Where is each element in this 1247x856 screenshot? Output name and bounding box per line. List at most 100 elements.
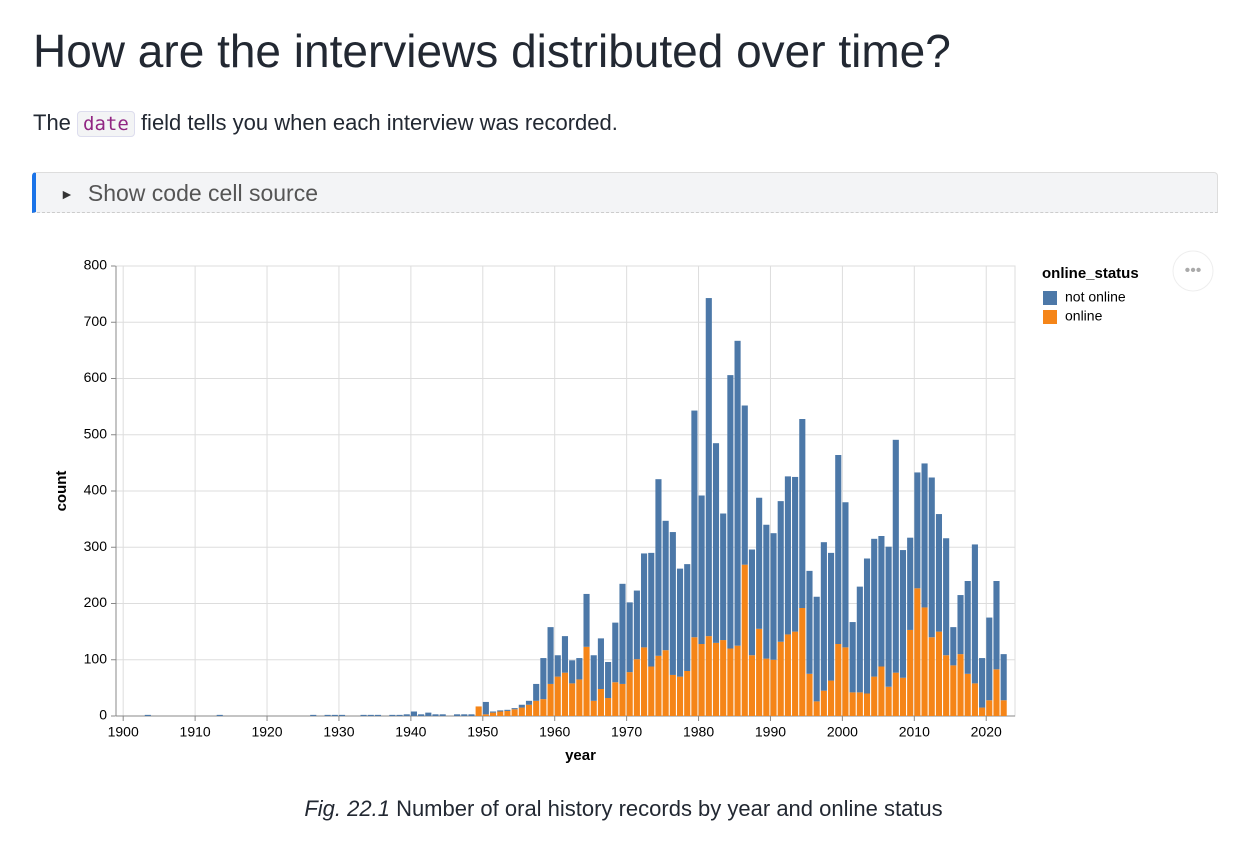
y-tick-label: 0 [99, 707, 107, 723]
bar [655, 655, 662, 716]
bar [684, 671, 691, 716]
bar [676, 568, 684, 677]
code-toggle[interactable]: ► Show code cell source [32, 172, 1218, 213]
y-tick-label: 500 [84, 425, 108, 441]
bar [554, 676, 561, 716]
y-tick-label: 100 [84, 650, 108, 666]
bar [540, 699, 547, 716]
bar [907, 537, 914, 630]
bar [806, 570, 813, 674]
bar [425, 712, 432, 716]
menu-button[interactable] [1172, 250, 1214, 292]
bar [993, 669, 1000, 716]
bar [921, 607, 928, 716]
bar [396, 714, 403, 716]
bar [712, 443, 720, 643]
bar [899, 677, 907, 716]
bar [691, 637, 698, 716]
bar [504, 710, 511, 716]
bar [705, 298, 712, 637]
bar [691, 410, 698, 638]
bar [590, 655, 597, 701]
bar [741, 405, 748, 565]
caption-text: Number of oral history records by year a… [396, 796, 943, 821]
bar [720, 513, 727, 641]
bar [705, 636, 712, 716]
bar [863, 693, 871, 716]
y-tick-label: 600 [84, 369, 108, 385]
bar [518, 704, 525, 708]
bar [432, 714, 439, 716]
bar [338, 714, 346, 716]
bar [605, 698, 612, 716]
bar [468, 714, 475, 716]
bar [662, 520, 669, 651]
bar [935, 514, 943, 632]
bar [374, 714, 382, 716]
bar [1000, 700, 1007, 716]
bar [914, 588, 921, 716]
bar [648, 666, 655, 716]
bar [576, 658, 583, 680]
heading: How are the interviews distributed over … [33, 25, 951, 77]
bar [662, 650, 669, 716]
bar [756, 497, 763, 629]
bar [439, 714, 446, 716]
bar [525, 704, 533, 716]
y-tick-label: 700 [84, 313, 108, 329]
bar [986, 617, 993, 701]
bar [957, 595, 964, 655]
bar [497, 710, 504, 712]
bar [763, 524, 770, 659]
bar [626, 672, 633, 716]
bar [986, 700, 993, 716]
bar [144, 714, 151, 716]
bar [626, 602, 633, 673]
bar [324, 714, 331, 716]
x-tick-label: 1910 [180, 724, 211, 740]
bar [979, 658, 986, 708]
bar [1000, 654, 1007, 701]
bar [403, 714, 410, 716]
bar [892, 672, 899, 716]
legend-swatch [1043, 291, 1057, 305]
bar [540, 658, 547, 700]
bar [993, 581, 1000, 670]
bar [669, 532, 676, 675]
bar [871, 676, 878, 716]
bar [928, 477, 935, 638]
bar [619, 683, 626, 716]
bar [418, 714, 425, 716]
bar [698, 644, 705, 716]
bar [684, 564, 691, 671]
bar [863, 558, 871, 694]
code: date [77, 111, 135, 137]
bar [871, 538, 878, 677]
x-tick-label: 1950 [467, 724, 498, 740]
bar [547, 683, 554, 716]
bar [633, 659, 640, 716]
bar [813, 596, 820, 702]
bar [748, 655, 756, 716]
bar [820, 690, 827, 716]
bar [633, 590, 640, 660]
bar [482, 714, 489, 716]
bar [878, 536, 885, 667]
bar [597, 689, 604, 716]
x-axis-title: year [565, 747, 596, 764]
bar [792, 631, 799, 716]
bar [828, 552, 835, 681]
bar [489, 711, 497, 713]
bar [583, 646, 590, 716]
bar [813, 701, 820, 716]
bar [914, 472, 921, 589]
x-tick-label: 1900 [108, 724, 139, 740]
x-tick-label: 1960 [539, 724, 570, 740]
bar [489, 712, 497, 716]
bar [720, 640, 727, 716]
bar [641, 553, 648, 648]
bar [892, 439, 899, 673]
bar [569, 660, 576, 684]
bar [907, 629, 914, 716]
